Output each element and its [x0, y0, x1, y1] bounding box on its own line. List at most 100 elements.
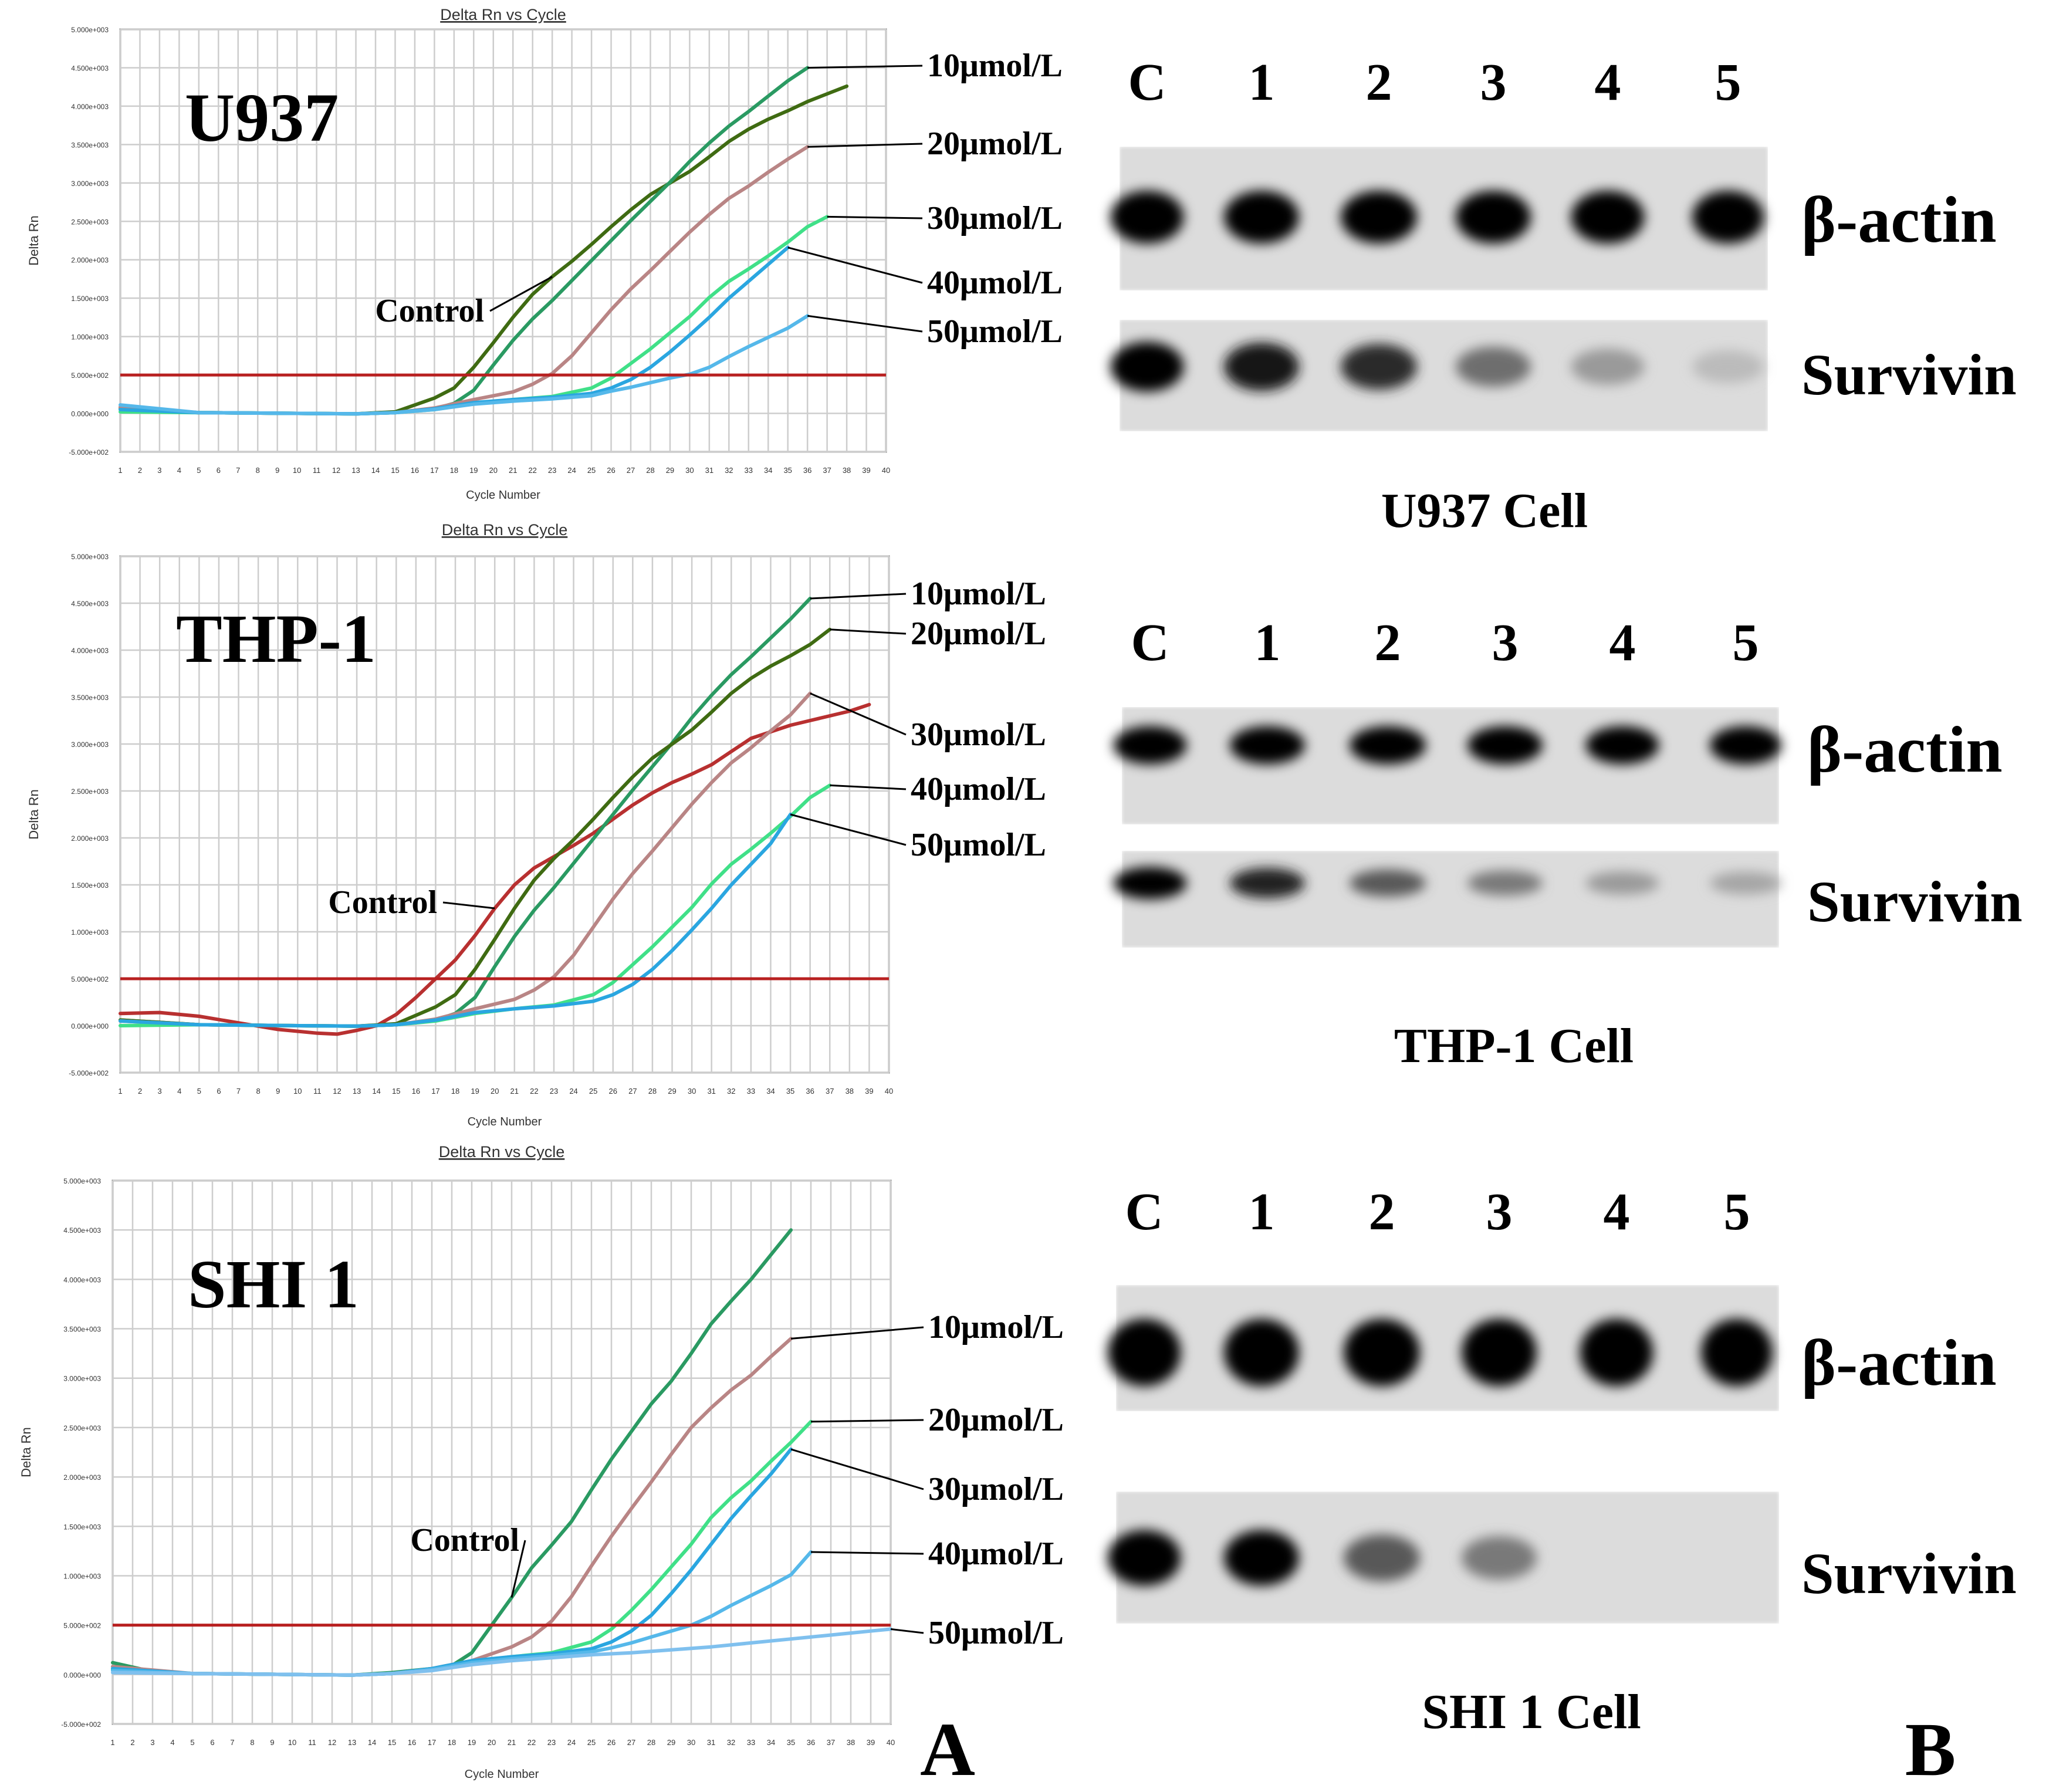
label-leader-line: [810, 593, 907, 600]
x-tick-label: 11: [313, 1087, 322, 1096]
x-tick-label: 16: [412, 1087, 420, 1096]
x-tick-label: 23: [547, 1738, 556, 1747]
y-tick-label: -5.000e+002: [61, 1720, 101, 1729]
x-tick-label: 14: [372, 1087, 380, 1096]
blot-band: [1350, 869, 1426, 897]
series-line: [111, 1627, 892, 1677]
blot-membrane: [1122, 851, 1779, 948]
blot-caption: SHI 1 Cell: [1422, 1685, 1641, 1739]
y-tick-label: 0.000e+000: [63, 1671, 101, 1679]
cell-line-label: THP-1: [176, 600, 376, 677]
x-tick-label: 13: [353, 1087, 361, 1096]
lane-label: 2: [1366, 53, 1392, 111]
x-tick-label: 14: [371, 466, 380, 475]
blot-band: [1462, 1318, 1537, 1387]
blot-band: [1224, 1318, 1299, 1387]
y-tick-label: 3.500e+003: [71, 141, 109, 149]
x-tick-label: 2: [138, 1087, 142, 1096]
x-tick-label: 1: [110, 1738, 114, 1747]
concentration-label: 40μmol/L: [911, 771, 1046, 807]
x-tick-label: 25: [587, 1738, 596, 1747]
x-tick-label: 27: [627, 1738, 635, 1747]
concentration-label: 10μmol/L: [911, 576, 1046, 612]
blot-row-label: β-actin: [1807, 714, 2003, 786]
x-tick-label: 17: [431, 1087, 439, 1096]
control-leader-line: [510, 1540, 526, 1598]
cell-line-label: U937: [185, 79, 339, 156]
x-tick-label: 37: [827, 1738, 835, 1747]
x-tick-label: 30: [687, 1738, 695, 1747]
blot-band: [1350, 726, 1426, 765]
x-tick-label: 36: [806, 1087, 814, 1096]
y-tick-label: 3.000e+003: [71, 180, 109, 188]
x-tick-label: 22: [528, 466, 536, 475]
y-tick-label: 2.000e+003: [71, 256, 109, 265]
x-tick-label: 37: [826, 1087, 834, 1096]
x-tick-label: 18: [448, 1738, 456, 1747]
y-tick-label: 3.500e+003: [71, 694, 109, 702]
x-tick-label: 11: [308, 1738, 316, 1747]
blot-band: [1580, 1318, 1653, 1387]
x-tick-label: 38: [847, 1738, 855, 1747]
x-tick-label: 40: [885, 1087, 893, 1096]
x-tick-label: 39: [862, 466, 870, 475]
x-tick-label: 32: [725, 466, 733, 475]
x-tick-label: 1: [118, 466, 122, 475]
y-tick-label: 4.500e+003: [63, 1226, 101, 1235]
y-tick-label: 0.000e+000: [71, 410, 109, 418]
concentration-label: 30μmol/L: [927, 200, 1063, 236]
x-tick-label: 11: [313, 466, 321, 475]
concentration-label: 30μmol/L: [928, 1471, 1064, 1507]
lane-label: 1: [1249, 1183, 1275, 1241]
x-tick-label: 25: [589, 1087, 597, 1096]
blot-band: [1107, 1318, 1181, 1387]
x-tick-label: 3: [150, 1738, 154, 1747]
panel-label-b: B: [1905, 1708, 1956, 1792]
x-tick-label: 12: [333, 1087, 341, 1096]
blot-row-label: Survivin: [1807, 869, 2023, 934]
x-tick-label: 36: [807, 1738, 815, 1747]
x-tick-label: 34: [764, 466, 772, 475]
blot-band: [1230, 868, 1305, 898]
label-leader-line: [807, 65, 923, 69]
blot-row-label: β-actin: [1801, 1327, 1997, 1399]
x-tick-label: 28: [646, 466, 654, 475]
qpcr-chart: 1 2 3 4 5 6 7 8 9 10 11 12 13 14 15 16 17 18 19 20 21 22 23 24 2…: [26, 521, 1046, 1128]
blot-band: [1224, 342, 1299, 391]
x-tick-label: 8: [250, 1738, 254, 1747]
x-tick-label: 24: [569, 1087, 577, 1096]
lane-label: 1: [1254, 614, 1281, 672]
blot-band: [1344, 1318, 1420, 1387]
x-tick-label: 13: [351, 466, 360, 475]
concentration-label: 20μmol/L: [911, 616, 1046, 652]
x-tick-label: 40: [887, 1738, 895, 1747]
lane-label: 5: [1715, 53, 1741, 111]
x-tick-label: 3: [157, 466, 161, 475]
y-tick-label: 3.000e+003: [63, 1375, 101, 1383]
y-tick-label: 5.000e+002: [71, 975, 109, 983]
blot-band: [1710, 726, 1781, 765]
x-tick-label: 2: [138, 466, 142, 475]
concentration-label: 50μmol/L: [928, 1615, 1064, 1651]
x-tick-label: 38: [846, 1087, 854, 1096]
lane-label: 4: [1604, 1183, 1630, 1241]
y-tick-label: 5.000e+003: [71, 26, 109, 34]
x-tick-label: 10: [293, 466, 301, 475]
blot-band: [1692, 191, 1764, 244]
blot-band: [1341, 191, 1417, 244]
x-tick-label: 33: [747, 1738, 755, 1747]
x-tick-label: 31: [707, 1087, 715, 1096]
lane-label: 4: [1595, 53, 1621, 111]
qpcr-chart: 1 2 3 4 5 6 7 8 9 10 11 12 13 14 15 16 17 18 19 20 21 22 23 24 2…: [26, 6, 1063, 502]
blot-caption: THP-1 Cell: [1394, 1019, 1634, 1073]
x-tick-label: 6: [217, 466, 221, 475]
x-tick-label: 21: [510, 1087, 519, 1096]
y-tick-label: 5.000e+002: [71, 371, 109, 380]
series-line: [119, 84, 849, 416]
x-tick-label: 32: [727, 1087, 735, 1096]
x-tick-label: 20: [489, 466, 498, 475]
label-leader-line: [790, 1448, 924, 1490]
x-tick-label: 14: [368, 1738, 376, 1747]
blot-band: [1224, 1530, 1299, 1586]
western-blots: C 1 2 3 4 5 β-actin Survivin U937 Cell C 1 2 3 4 5 β-ac…: [1107, 53, 2023, 1739]
